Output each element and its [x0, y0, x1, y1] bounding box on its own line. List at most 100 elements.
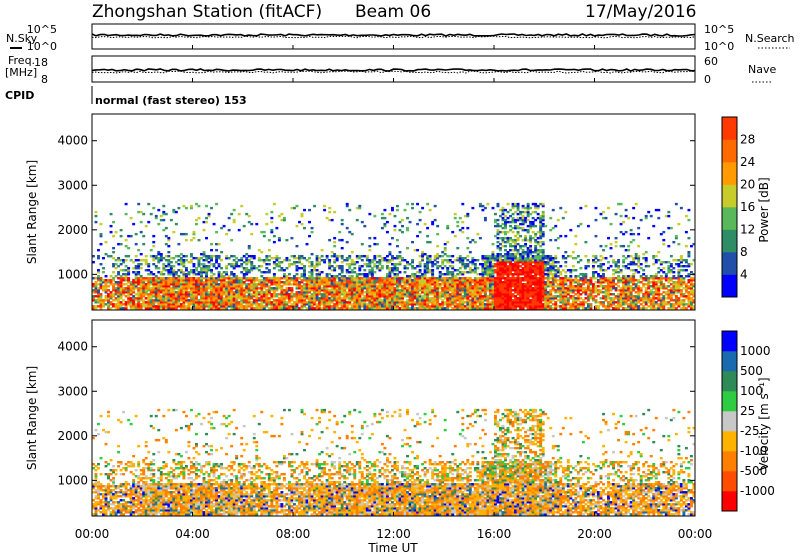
- power-cell: [385, 281, 389, 284]
- power-cell: [443, 289, 447, 292]
- power-cell: [375, 293, 379, 296]
- power-cell: [242, 291, 246, 294]
- power-cell: [574, 289, 578, 292]
- power-cell: [375, 303, 379, 306]
- power-cell: [408, 279, 412, 282]
- power-cell: [217, 242, 221, 246]
- power-cell: [109, 212, 113, 216]
- power-cell: [624, 214, 628, 218]
- power-cell: [433, 204, 437, 208]
- power-cell: [433, 301, 437, 304]
- power-cell: [220, 259, 224, 262]
- power-cell: [240, 271, 244, 274]
- power-cell: [222, 224, 226, 228]
- power-cell: [458, 287, 462, 290]
- power-cell: [247, 283, 251, 286]
- power-cell: [260, 297, 264, 300]
- power-cell: [591, 287, 595, 290]
- power-cell: [624, 279, 628, 282]
- power-cell: [300, 295, 304, 298]
- power-cell: [534, 267, 538, 270]
- power-cell: [426, 263, 430, 266]
- power-cell: [393, 299, 397, 302]
- power-cell: [355, 305, 359, 308]
- power-cell: [604, 289, 608, 292]
- power-cell: [413, 303, 417, 306]
- power-cell: [174, 277, 178, 280]
- power-cell: [463, 289, 467, 292]
- power-cell: [436, 277, 440, 280]
- power-cell: [471, 295, 475, 298]
- power-cell: [152, 256, 156, 260]
- power-cell: [461, 291, 465, 294]
- power-cell: [343, 303, 347, 306]
- power-cell: [215, 248, 219, 252]
- power-cell: [483, 287, 487, 290]
- power-cell: [330, 289, 334, 292]
- power-cell: [446, 226, 450, 230]
- power-cell: [594, 271, 598, 274]
- power-cell: [230, 263, 234, 266]
- power-cell: [571, 305, 575, 308]
- power-cell: [541, 289, 545, 292]
- power-cell: [267, 269, 271, 272]
- power-cell: [149, 279, 153, 282]
- power-cell: [393, 291, 397, 294]
- power-cell: [174, 287, 178, 290]
- power-cell: [448, 279, 452, 282]
- power-cell: [499, 269, 502, 272]
- power-cell: [443, 301, 447, 304]
- power-cell: [622, 303, 626, 306]
- power-cell: [388, 273, 392, 276]
- power-cell: [137, 291, 141, 294]
- power-cell: [413, 307, 417, 310]
- power-cell: [220, 293, 224, 296]
- power-cell: [546, 305, 550, 308]
- power-cell: [413, 267, 417, 270]
- power-cell: [599, 277, 603, 280]
- power-cell: [438, 254, 442, 258]
- power-cell: [192, 293, 196, 296]
- power-cell: [554, 305, 558, 308]
- power-cell: [97, 287, 100, 290]
- power-cell: [107, 307, 110, 310]
- power-cell: [531, 295, 535, 298]
- power-cell: [431, 301, 435, 304]
- power-cell: [488, 303, 492, 306]
- power-cell: [348, 281, 352, 284]
- power-cell: [215, 307, 219, 310]
- power-cell: [345, 263, 349, 266]
- power-cell: [222, 305, 226, 308]
- power-cell: [526, 230, 530, 234]
- power-cell: [421, 206, 425, 210]
- power-cell: [438, 287, 442, 290]
- power-cell: [383, 305, 387, 308]
- power-cell: [192, 277, 196, 280]
- power-cell: [117, 265, 121, 268]
- power-cell: [411, 261, 414, 264]
- power-cell: [358, 305, 362, 308]
- power-cell: [205, 285, 208, 288]
- power-cell: [358, 269, 362, 272]
- power-cell: [390, 293, 394, 296]
- power-cell: [310, 271, 314, 274]
- power-cell: [634, 256, 638, 260]
- power-cell: [260, 287, 264, 290]
- power-cell: [345, 307, 349, 310]
- power-cell: [305, 307, 309, 310]
- power-cell: [112, 303, 116, 306]
- power-cell: [551, 269, 555, 272]
- power-cell: [315, 285, 319, 288]
- power-cell: [318, 293, 322, 296]
- power-cell: [456, 279, 460, 282]
- power-cell: [305, 295, 309, 298]
- power-cell: [491, 250, 495, 254]
- power-cell: [167, 261, 171, 264]
- power-cell: [240, 265, 244, 268]
- power-cell: [200, 277, 203, 280]
- power-cell: [107, 285, 110, 288]
- power-cell: [416, 281, 420, 284]
- power-cell: [396, 289, 399, 292]
- power-cell: [202, 271, 206, 274]
- power-cell: [637, 295, 641, 298]
